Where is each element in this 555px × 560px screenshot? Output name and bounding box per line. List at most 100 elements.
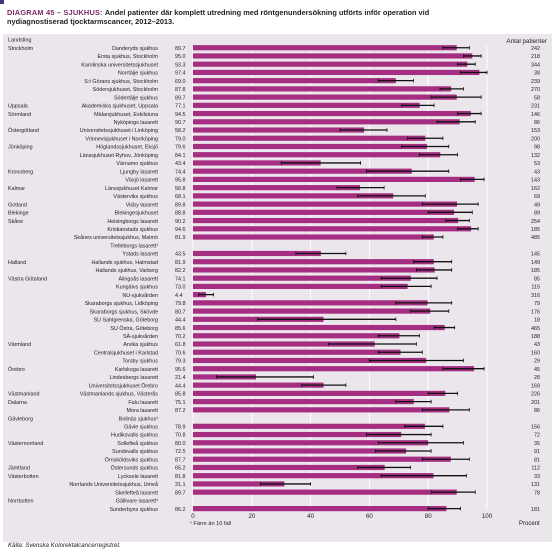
- count-label: 132: [531, 153, 540, 159]
- count-label: 58: [534, 95, 540, 101]
- hospital-label: Skaraborgs sjukhus, Skövde: [90, 309, 158, 315]
- value-label: 69.0: [175, 79, 186, 85]
- count-column-header: Antal patienter: [506, 38, 547, 45]
- count-label: 115: [531, 285, 540, 291]
- data-bar: [193, 45, 457, 51]
- x-tick-label: 60: [366, 513, 373, 520]
- value-label: 95.8: [175, 178, 186, 184]
- count-label: 78: [534, 490, 540, 496]
- value-label: 44.4: [175, 318, 186, 324]
- value-label: 43.5: [175, 252, 186, 258]
- data-bar: [193, 69, 480, 76]
- count-label: 85: [534, 276, 540, 282]
- value-label: 81.9: [175, 235, 186, 241]
- count-label: 156: [531, 425, 540, 431]
- data-bar: [193, 193, 394, 199]
- value-label: 90.2: [175, 219, 186, 225]
- value-label: 82.2: [175, 268, 186, 274]
- hospital-label: Södersjukhuset, Stockholm: [93, 87, 159, 93]
- data-bar: [193, 489, 457, 495]
- count-label: 53: [534, 161, 540, 167]
- data-bar: [193, 119, 460, 125]
- data-bar: [193, 259, 434, 265]
- value-label: 58.2: [175, 128, 186, 134]
- value-label: 68.1: [175, 194, 186, 200]
- data-bar: [193, 341, 375, 347]
- data-bar: [193, 357, 427, 364]
- count-label: 49: [534, 202, 540, 208]
- hospital-label: Södertälje sjukhus: [114, 95, 158, 101]
- count-label: 270: [531, 87, 540, 93]
- count-label: 131: [531, 482, 540, 488]
- corner-marker: [0, 0, 4, 4]
- hospital-label: Sunderbyns sjukhus: [109, 507, 158, 513]
- data-bar: [193, 226, 472, 232]
- data-bar: [193, 209, 455, 215]
- figure-title: DIAGRAM 45 – SJUKHUS: Andel patienter dä…: [7, 8, 547, 26]
- hospital-label: Nyköpings lasarett: [114, 120, 159, 126]
- value-label: 87.8: [175, 87, 186, 93]
- count-label: 143: [531, 178, 540, 184]
- count-label: 149: [531, 260, 540, 266]
- hospital-label: Skånes universitetssjukhus, Malmö: [74, 234, 158, 241]
- count-label: 153: [531, 128, 540, 134]
- count-label: 33: [534, 474, 540, 480]
- data-bar: [193, 506, 447, 512]
- count-label: 86: [534, 120, 540, 126]
- hospital-label: Ystads lasarett: [122, 252, 158, 258]
- hospital-label: Falu lasarett: [128, 400, 158, 406]
- hospital-label: Höglandssjukhuset, Eksjö: [96, 145, 158, 151]
- hospital-label: Torsby sjukhus: [122, 359, 158, 365]
- data-bar: [193, 423, 425, 429]
- data-bar: [193, 78, 396, 84]
- region-label: Västerbotten: [8, 474, 39, 480]
- value-label: 80.0: [175, 441, 186, 447]
- value-label: 56.8: [175, 186, 186, 192]
- data-bar: [193, 399, 414, 405]
- count-label: 465: [531, 326, 540, 332]
- data-bar: [193, 250, 321, 257]
- region-label: Stockholm: [8, 46, 34, 52]
- data-bar: [193, 464, 385, 471]
- x-tick-label: 80: [425, 513, 432, 520]
- x-tick-label: 0: [191, 513, 195, 520]
- count-label: 91: [534, 449, 540, 455]
- value-label: 87.7: [175, 457, 186, 463]
- value-label: 70.8: [175, 433, 186, 439]
- count-label: 146: [531, 112, 540, 118]
- data-bar: [193, 267, 435, 273]
- value-label: 79.8: [175, 301, 186, 307]
- region-label: Kalmar: [8, 186, 25, 192]
- data-bar: [193, 407, 450, 413]
- count-label: 242: [531, 46, 540, 52]
- hospital-label: SÄ-sjukvården: [123, 333, 158, 340]
- value-label: 79.0: [175, 136, 186, 142]
- data-bar: [193, 481, 285, 487]
- hospital-label: Kristianstads sjukhus: [107, 227, 158, 233]
- value-label: 75.1: [175, 400, 186, 406]
- value-label: 97.4: [175, 71, 186, 77]
- value-label: 72.5: [175, 449, 186, 455]
- value-label: 81.8: [175, 474, 186, 480]
- hospital-label: Hallands sjukhus, Halmstad: [91, 260, 158, 266]
- hospital-label: Universitetssjukhuset Örebro: [89, 382, 158, 389]
- data-bar: [193, 110, 471, 117]
- hospital-label: SU Östra, Göteborg: [110, 325, 158, 332]
- hospital-label: Danderyds sjukhus: [112, 46, 158, 52]
- count-label: 231: [531, 104, 540, 110]
- title-text: Andel patienter där komplett utredning m…: [104, 8, 430, 17]
- hospital-label: Vrinnevisjukhuset i Norrköping: [85, 136, 158, 142]
- data-bar: [193, 431, 402, 438]
- count-label: 316: [531, 293, 540, 299]
- data-bar: [193, 324, 445, 331]
- x-tick-label: 40: [307, 513, 314, 520]
- data-bar: [193, 217, 459, 224]
- x-tick-label: 20: [248, 513, 255, 520]
- count-label: 188: [531, 334, 540, 340]
- count-label: 200: [531, 136, 540, 142]
- region-label: Uppsala: [8, 104, 28, 110]
- value-label: 31.1: [175, 482, 186, 488]
- region-label: Värmland: [8, 342, 31, 348]
- region-label: Skåne: [8, 218, 23, 225]
